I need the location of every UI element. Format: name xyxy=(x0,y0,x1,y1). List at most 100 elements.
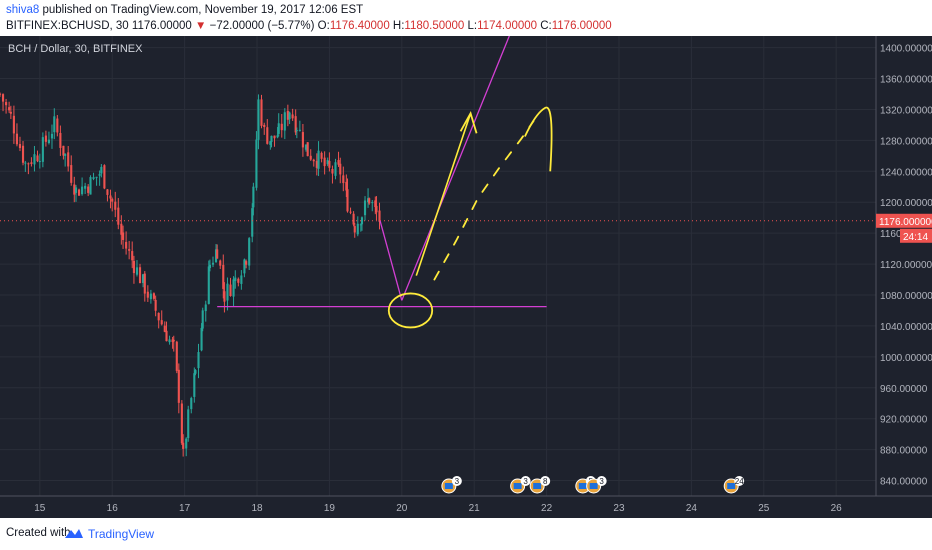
candle-body xyxy=(190,398,193,410)
candle-body xyxy=(260,99,263,126)
candle-body xyxy=(277,123,280,134)
candle-body xyxy=(95,176,98,178)
candle-body xyxy=(67,152,70,167)
event-flag-stripe xyxy=(589,483,598,489)
candle-body xyxy=(53,116,56,133)
footer: Created with TradingView xyxy=(0,518,932,550)
candle-body xyxy=(368,198,371,204)
candle-body xyxy=(117,207,120,225)
high-value: 1180.50000 xyxy=(404,20,465,32)
price-tick-label: 960.00000 xyxy=(880,384,928,395)
candle-body xyxy=(122,232,125,240)
price-tick-label: 1200.00000 xyxy=(880,198,932,209)
candle-body xyxy=(87,186,90,193)
candle-body xyxy=(62,145,65,156)
event-count-badge xyxy=(596,476,607,486)
candle-body xyxy=(59,132,62,148)
time-tick-label: 20 xyxy=(396,503,408,514)
candle-body xyxy=(64,154,67,156)
candle-body xyxy=(219,260,222,266)
time-tick-label: 21 xyxy=(469,503,481,514)
time-tick-label: 17 xyxy=(179,503,191,514)
event-count-badge xyxy=(540,476,551,486)
time-tick-label: 24 xyxy=(686,503,698,514)
candle-body xyxy=(111,198,114,202)
candle-body xyxy=(92,177,95,179)
price-tick-label: 1120.00000 xyxy=(880,260,932,271)
price-chart[interactable]: 840.00000 880.00000 920.00000 960.00000 1000… xyxy=(0,36,932,518)
price-tick-label: 1160 xyxy=(880,229,902,240)
event-flag-icon: 3 xyxy=(586,476,607,494)
author-link[interactable]: shiva8 xyxy=(6,4,40,16)
candle-body xyxy=(74,187,78,193)
candle-body xyxy=(172,339,175,342)
candle-body xyxy=(263,124,266,128)
tradingview-link[interactable]: TradingView xyxy=(88,527,155,541)
candle-body xyxy=(207,266,210,304)
candle-body xyxy=(356,223,359,235)
price-tick-label: 1000.00000 xyxy=(880,353,932,364)
candle-body xyxy=(5,102,8,106)
candle-body xyxy=(21,145,25,163)
event-count-label: 3 xyxy=(455,477,460,486)
event-flag-stripe xyxy=(727,483,736,489)
candle-body xyxy=(177,369,180,403)
candle-body xyxy=(223,291,226,302)
candle-body xyxy=(131,251,134,261)
candle-body xyxy=(132,260,135,274)
price-tick-label: 1280.00000 xyxy=(880,136,932,147)
candle-body xyxy=(185,438,188,449)
candle-body xyxy=(211,262,215,265)
candle-body xyxy=(298,129,301,131)
time-tick-label: 15 xyxy=(34,503,46,514)
candle-body xyxy=(353,226,356,233)
symbol-label: BITFINEX:BCHUSD, 30 xyxy=(6,20,129,32)
candle-body xyxy=(152,293,155,299)
candle-body xyxy=(109,195,112,199)
candle-body xyxy=(257,99,260,140)
candle-body xyxy=(214,249,218,262)
time-tick-label: 26 xyxy=(831,503,843,514)
chart-background xyxy=(0,36,932,518)
candle-body xyxy=(291,114,294,119)
yellow-hook-stroke xyxy=(524,106,553,172)
countdown-marker xyxy=(900,228,932,243)
candle-body xyxy=(269,141,272,145)
candle-body xyxy=(200,327,203,351)
candle-body xyxy=(33,154,36,165)
candle-body xyxy=(12,115,15,134)
price-tick-label: 840.00000 xyxy=(880,477,928,488)
candle-body xyxy=(294,116,297,133)
price-tick-label: 880.00000 xyxy=(880,446,928,457)
candle-body xyxy=(36,155,39,162)
candle-body xyxy=(255,139,258,188)
last-price: 1176.00000 xyxy=(131,20,192,32)
candle-body xyxy=(374,200,377,208)
low-label: L: xyxy=(467,20,478,32)
trend-line xyxy=(379,220,403,301)
price-tick-label: 1320.00000 xyxy=(880,105,932,116)
candle-body xyxy=(194,370,197,374)
candle-body xyxy=(359,224,362,226)
candle-body xyxy=(182,442,185,449)
chart-area[interactable]: 840.00000 880.00000 920.00000 960.00000 1000… xyxy=(0,36,932,518)
event-count-label: 8 xyxy=(543,477,548,486)
candles-group xyxy=(0,92,381,457)
candle-body xyxy=(135,267,139,275)
candle-body xyxy=(187,409,190,439)
candle-body xyxy=(342,175,345,184)
candle-body xyxy=(301,132,304,148)
event-flag-icon: 3 xyxy=(510,476,531,494)
quote-line: BITFINEX:BCHUSD, 30 1176.00000 ▼ −72.000… xyxy=(6,20,612,32)
candle-body xyxy=(331,168,334,174)
price-tick-label: 920.00000 xyxy=(880,415,928,426)
candle-body xyxy=(234,277,237,282)
candle-body xyxy=(237,278,240,283)
event-count-label: 3 xyxy=(523,477,528,486)
candle-body xyxy=(337,160,340,165)
candle-body xyxy=(288,112,291,120)
candle-body xyxy=(0,93,2,95)
event-flag-icon: 3 xyxy=(441,476,462,494)
candle-body xyxy=(165,330,168,342)
candle-body xyxy=(38,161,41,163)
